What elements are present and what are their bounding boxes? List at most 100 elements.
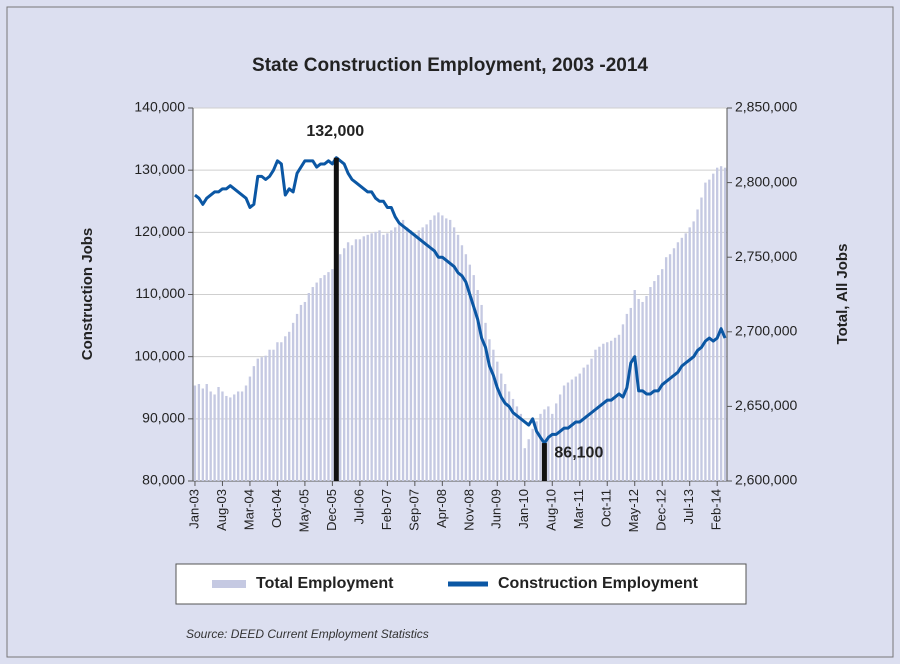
bar: [229, 397, 232, 481]
highlight-bar: [541, 443, 547, 481]
bar: [382, 234, 385, 481]
bar: [350, 245, 354, 481]
bar: [633, 290, 636, 481]
bar: [244, 385, 248, 481]
bar: [252, 366, 256, 481]
bar: [547, 406, 550, 481]
bar: [684, 233, 687, 481]
bar: [394, 227, 397, 481]
y2-tick-label: 2,700,000: [735, 323, 797, 339]
x-tick-label: Jan-03: [186, 489, 201, 529]
y2-tick-label: 2,750,000: [735, 248, 797, 264]
x-tick-label: Dec-12: [654, 489, 669, 531]
bar: [664, 257, 668, 481]
bar: [496, 361, 499, 481]
bar: [716, 167, 719, 481]
y-tick-label: 80,000: [142, 472, 185, 488]
bar: [240, 391, 244, 481]
bar: [719, 166, 723, 482]
bar: [484, 322, 487, 481]
bar: [378, 230, 381, 481]
bar: [507, 391, 511, 481]
bar: [193, 385, 197, 481]
bar: [331, 269, 334, 481]
bar: [445, 218, 448, 481]
bar: [421, 227, 424, 481]
bar: [417, 230, 420, 481]
bar: [425, 224, 428, 481]
bar: [476, 290, 479, 481]
bar: [672, 248, 676, 481]
bar: [598, 346, 601, 481]
bar: [472, 275, 475, 481]
y-tick-label: 140,000: [134, 99, 185, 115]
bar: [405, 227, 409, 481]
y2-tick-label: 2,850,000: [735, 99, 797, 115]
x-tick-label: Mar-11: [571, 489, 586, 529]
bar: [602, 343, 605, 481]
bar: [429, 219, 432, 481]
bar: [401, 219, 405, 481]
line: [194, 156, 727, 445]
x-tick-label: May-05: [296, 489, 311, 532]
bar: [342, 248, 346, 481]
bar: [645, 295, 648, 481]
y2-tick-label: 2,800,000: [735, 173, 797, 189]
bar: [661, 269, 664, 481]
bar: [492, 349, 495, 481]
bar: [441, 215, 444, 481]
bar: [723, 167, 727, 481]
bar: [374, 231, 377, 481]
x-tick-label: Jun-09: [489, 489, 504, 529]
bar: [535, 421, 538, 481]
bar: [692, 221, 695, 481]
bar: [558, 394, 562, 481]
legend-label: Construction Employment: [498, 575, 699, 592]
bar: [570, 379, 574, 481]
bar: [362, 236, 365, 481]
annotation: 86,100: [554, 444, 603, 461]
bar: [276, 342, 279, 481]
annotation: 132,000: [306, 123, 364, 140]
bar: [456, 234, 460, 481]
bar: [649, 287, 652, 481]
bar: [315, 282, 318, 481]
bar: [303, 301, 307, 481]
x-tick-label: Aug-03: [214, 489, 229, 531]
bar: [209, 391, 212, 481]
bar: [515, 406, 519, 481]
bar: [346, 242, 350, 481]
bar: [225, 395, 228, 481]
x-tick-label: Dec-05: [324, 489, 339, 531]
bar: [248, 376, 252, 481]
bar: [256, 358, 259, 481]
bar: [617, 334, 621, 481]
bar: [201, 388, 204, 481]
y-tick-label: 120,000: [134, 223, 185, 239]
bar: [523, 448, 526, 481]
y2-tick-label: 2,650,000: [735, 397, 797, 413]
bar: [668, 254, 672, 481]
bar: [613, 337, 617, 481]
bar: [272, 349, 275, 481]
bar: [578, 373, 581, 481]
bar: [586, 364, 589, 481]
bar: [712, 173, 715, 481]
bar: [653, 281, 656, 481]
bar: [370, 233, 373, 481]
bar: [323, 275, 326, 481]
bar: [696, 209, 699, 481]
bar: [657, 275, 660, 481]
bar: [260, 357, 263, 481]
bar: [213, 394, 216, 481]
bar: [680, 237, 684, 481]
bar: [319, 278, 322, 481]
chart-title: State Construction Employment, 2003 -201…: [252, 55, 648, 76]
bar: [197, 384, 201, 481]
bar: [358, 239, 362, 481]
bar: [500, 373, 503, 481]
legend-label: Total Employment: [256, 575, 394, 592]
bar: [449, 219, 452, 481]
